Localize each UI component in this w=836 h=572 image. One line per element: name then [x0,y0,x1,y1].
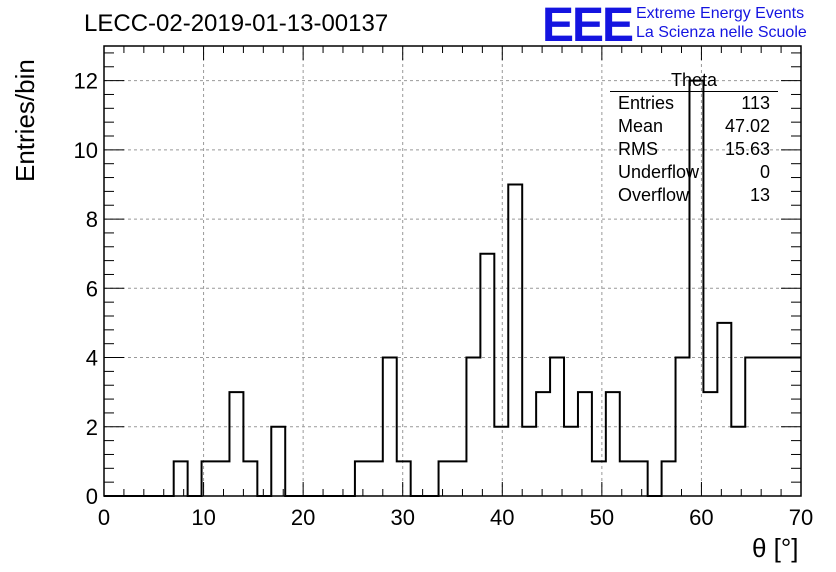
eee-logo: EEE [542,0,634,52]
x-tick-label: 40 [490,505,514,530]
stats-value: 47.02 [724,116,770,136]
stats-label: Overflow [618,185,690,205]
stats-label: Underflow [618,162,700,182]
plot-frame [103,45,802,497]
x-tick-label: 0 [98,505,110,530]
x-tick-label: 30 [390,505,414,530]
y-tick-label: 6 [86,276,98,301]
stats-value: 13 [749,185,770,205]
x-tick-label: 60 [689,505,713,530]
stats-title: Theta [610,70,778,92]
x-axis-label: θ [°] [752,533,799,563]
stats-value: 0 [759,162,770,182]
x-tick-label: 50 [590,505,614,530]
stats-row-underflow: Underflow 0 [610,161,778,184]
stats-label: Mean [618,116,664,136]
logo-line-2: La Scienza nelle Scuole [636,24,807,41]
stats-row-overflow: Overflow 13 [610,184,778,207]
stats-value: 15.63 [724,139,770,159]
y-tick-label: 10 [74,138,98,163]
grid-lines [104,46,801,496]
stats-row-rms: RMS 15.63 [610,138,778,161]
y-tick-label: 12 [74,69,98,94]
y-tick-label: 4 [86,346,98,371]
histogram-outline [104,79,801,497]
stats-label: RMS [618,139,658,159]
stats-row-mean: Mean 47.02 [610,115,778,138]
x-tick-label: 20 [291,505,315,530]
logo-line-1: Extreme Energy Events [636,5,805,22]
x-tick-label: 70 [789,505,813,530]
y-tick-labels: 0 2 4 6 8 10 12 [74,69,98,509]
x-tick-label: 10 [191,505,215,530]
stats-box: Theta Entries 113 Mean 47.02 RMS 15.63 U… [610,70,778,207]
logo-caption: Extreme Energy Events La Scienza nelle S… [636,4,807,42]
y-tick-label: 0 [86,484,98,509]
y-axis-label: Entries/bin [10,59,40,182]
stats-label: Entries [618,93,675,113]
x-tick-labels: 0 10 20 30 40 50 60 70 [98,505,813,530]
y-tick-label: 8 [86,207,98,232]
stats-value: 113 [741,93,770,113]
y-tick-label: 2 [86,415,98,440]
stats-row-entries: Entries 113 [610,92,778,115]
run-title: LECC-02-2019-01-13-00137 [84,10,389,37]
